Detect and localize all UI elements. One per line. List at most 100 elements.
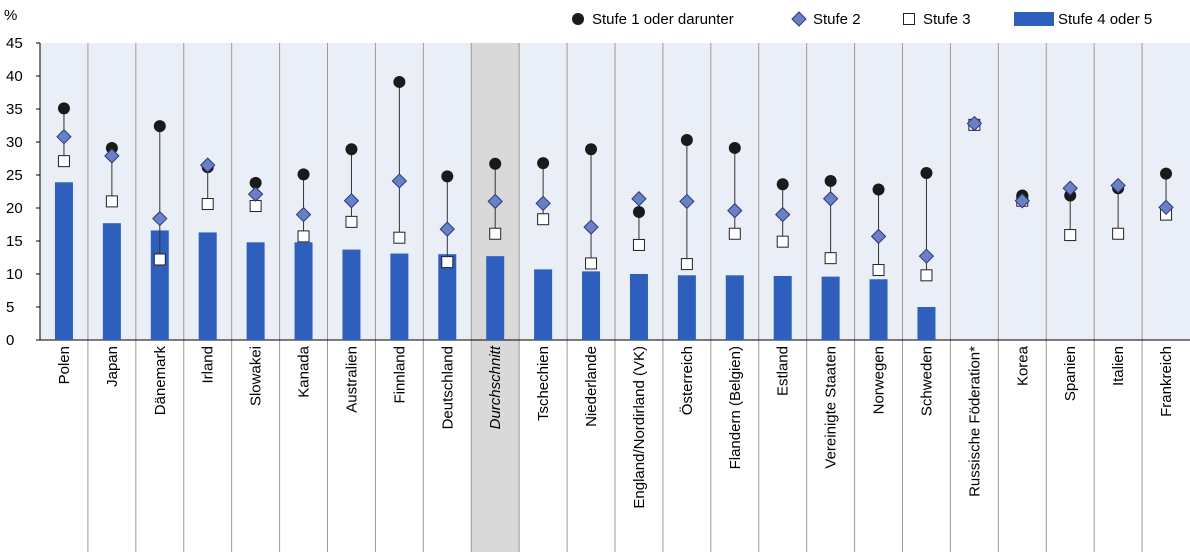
- y-tick-label: 10: [6, 266, 23, 283]
- y-tick-label: 40: [6, 68, 23, 85]
- category-separators: [87, 43, 1143, 552]
- marker-stufe-3: [632, 238, 645, 251]
- bar: [677, 275, 696, 340]
- marker-stufe-3: [153, 253, 166, 266]
- marker-stufe-3: [585, 257, 598, 270]
- marker-stufe-1: [57, 102, 70, 115]
- marker-stufe-2: [870, 228, 887, 245]
- marker-stufe-2: [487, 193, 503, 210]
- marker-stufe-2: [295, 206, 312, 223]
- marker-stufe-2: [631, 191, 647, 207]
- category-label: Australien: [343, 346, 360, 413]
- legend: Stufe 1 oder darunter Stufe 2 Stufe 3 Stufe…: [572, 11, 1152, 28]
- bar: [390, 253, 409, 340]
- marker-stufe-2: [1158, 199, 1174, 216]
- marker-stufe-2: [966, 115, 983, 132]
- bar: [629, 274, 648, 340]
- y-tick-label: 15: [6, 233, 23, 250]
- bar: [486, 256, 505, 340]
- y-unit-label: %: [4, 7, 17, 24]
- legend-icon-stufe-4: [1014, 12, 1054, 26]
- category-label: Norwegen: [871, 346, 888, 414]
- marker-stufe-1: [489, 157, 502, 170]
- marker-stufe-1: [824, 174, 837, 187]
- marker-stufe-1: [153, 120, 166, 133]
- marker-stufe-1: [776, 178, 789, 191]
- category-label: Russische Föderation*: [966, 346, 983, 497]
- axes: 0 5 10 15 20 25 30 35 40 45: [6, 35, 1190, 349]
- bar: [582, 271, 601, 340]
- category-labels: Polen Japan Dänemark Irland Slowakei Kanada Au…: [56, 345, 1175, 508]
- marker-stufe-3: [872, 264, 885, 277]
- bar: [725, 275, 744, 340]
- marker-stufe-3: [1112, 227, 1125, 240]
- marker-stufe-1: [393, 75, 406, 88]
- bar: [294, 242, 313, 340]
- marker-stufe-2: [1062, 180, 1078, 196]
- marker-stufe-1: [1160, 167, 1173, 180]
- category-label: Deutschland: [439, 346, 456, 429]
- legend-icon-stufe-3: [903, 13, 915, 25]
- marker-stufe-2: [775, 206, 791, 223]
- marker-stufe-3: [297, 230, 310, 243]
- marker-stufe-2: [439, 221, 455, 237]
- marker-stufe-1: [632, 205, 645, 218]
- marker-stufe-2: [200, 157, 216, 173]
- category-label: Tschechien: [535, 346, 552, 421]
- legend-label-stufe-1: Stufe 1 oder darunter: [592, 11, 734, 28]
- marker-stufe-1: [728, 141, 741, 154]
- marker-stufe-3: [105, 195, 118, 208]
- bar: [246, 242, 265, 340]
- category-label: Frankreich: [1158, 346, 1175, 417]
- marker-stufe-2: [822, 191, 839, 207]
- category-label: Österreich: [678, 346, 696, 415]
- marker-stufe-3: [489, 227, 502, 240]
- marker-series: [56, 75, 1174, 282]
- category-label: Italien: [1110, 346, 1127, 386]
- marker-stufe-3: [393, 231, 406, 244]
- marker-stufe-3: [824, 252, 837, 265]
- legend-icon-stufe-1: [572, 13, 584, 25]
- marker-stufe-3: [441, 256, 454, 269]
- marker-stufe-1: [249, 176, 262, 189]
- marker-stufe-3: [345, 215, 358, 228]
- marker-stufe-3: [1064, 229, 1077, 242]
- marker-stufe-1: [680, 134, 693, 147]
- category-label: Vereinigte Staaten: [823, 346, 840, 469]
- marker-stufe-3: [728, 227, 741, 240]
- category-label: Dänemark: [152, 346, 169, 416]
- marker-stufe-3: [920, 269, 933, 282]
- category-label: Niederlande: [583, 346, 600, 427]
- category-label: Spanien: [1062, 346, 1079, 401]
- category-label: Polen: [56, 346, 73, 384]
- marker-stufe-2: [679, 193, 695, 210]
- category-label: Korea: [1014, 345, 1031, 386]
- bar-series: [54, 182, 936, 340]
- category-label: Slowakei: [248, 346, 265, 406]
- marker-stufe-2: [1110, 177, 1126, 194]
- marker-stufe-1: [537, 157, 550, 170]
- category-label: Japan: [104, 346, 121, 387]
- category-label: Irland: [200, 346, 217, 384]
- marker-stufe-3: [57, 155, 70, 168]
- bar: [917, 307, 936, 340]
- bar: [54, 182, 73, 340]
- marker-stufe-3: [537, 213, 550, 226]
- marker-stufe-2: [918, 248, 935, 264]
- marker-stufe-2: [535, 195, 551, 212]
- marker-stufe-2: [1014, 193, 1030, 209]
- marker-stufe-2: [391, 173, 408, 189]
- marker-stufe-1: [585, 143, 598, 156]
- marker-stufe-2: [343, 193, 360, 209]
- bar: [342, 249, 361, 340]
- y-tick-label: 30: [6, 134, 23, 151]
- bar: [821, 276, 840, 340]
- category-label: Schweden: [918, 346, 935, 416]
- marker-stufe-2: [56, 129, 72, 145]
- bar: [102, 223, 121, 340]
- marker-stufe-2: [152, 210, 168, 227]
- marker-stufe-2: [727, 202, 743, 219]
- marker-stufe-1: [297, 168, 310, 181]
- marker-stufe-3: [249, 200, 262, 213]
